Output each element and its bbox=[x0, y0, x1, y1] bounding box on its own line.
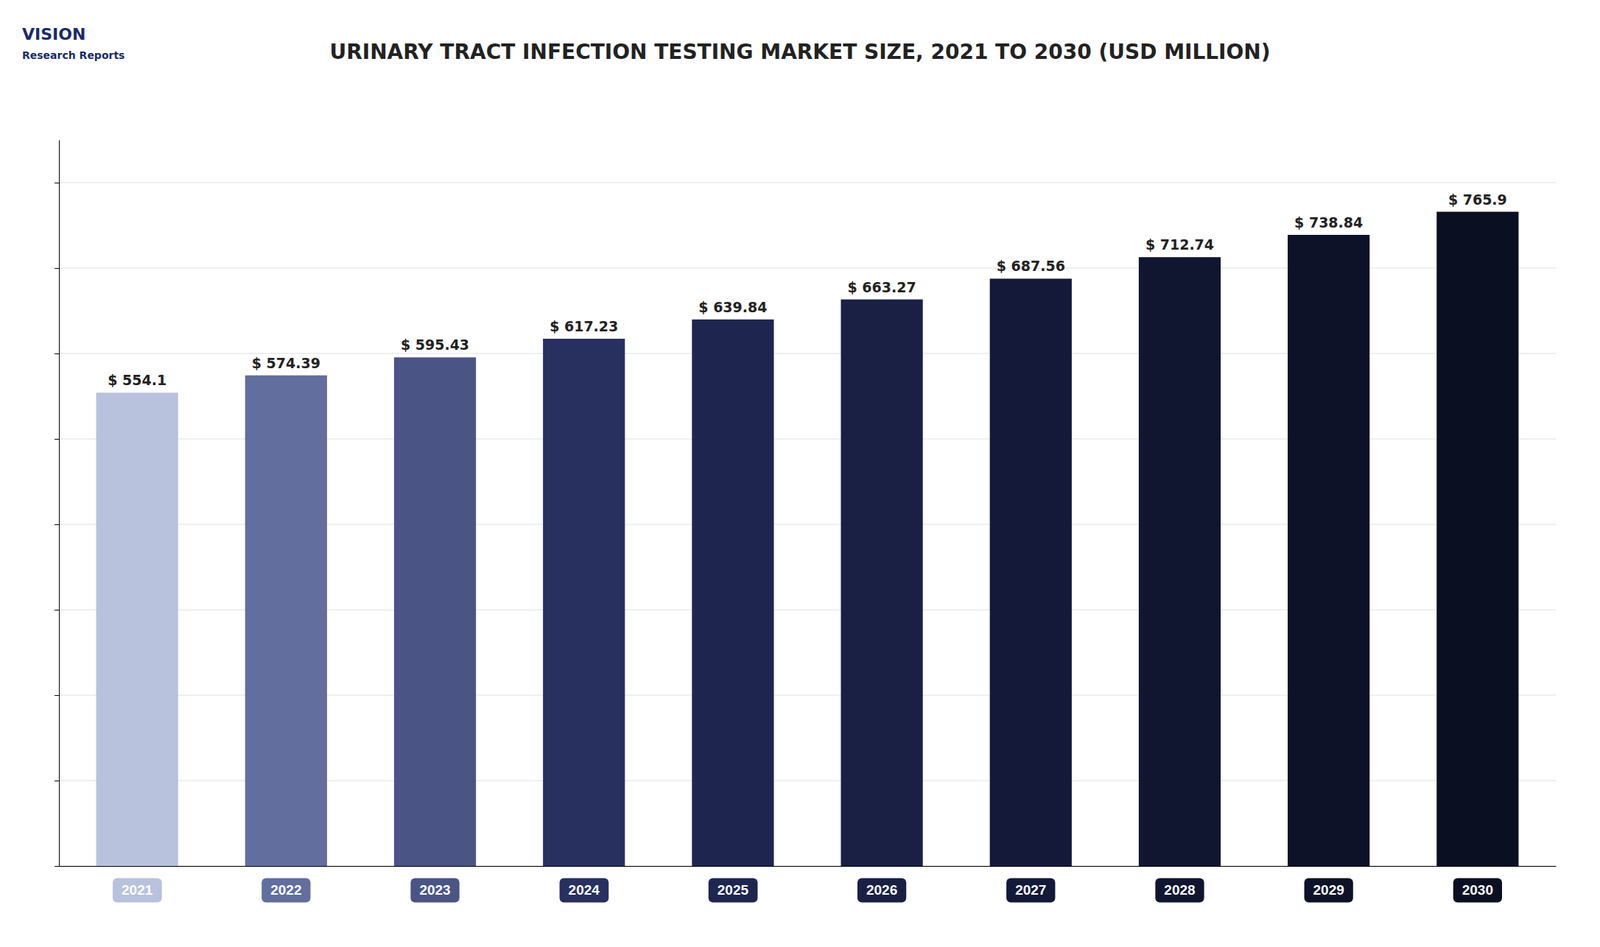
x-tick-label-box bbox=[857, 878, 907, 903]
bar bbox=[691, 319, 774, 867]
x-tick: 2023 bbox=[410, 878, 459, 903]
bar bbox=[840, 299, 923, 867]
y-tick bbox=[54, 695, 59, 697]
y-tick-mark bbox=[54, 695, 59, 697]
bar bbox=[990, 278, 1072, 867]
x-tick-label-box bbox=[1155, 878, 1204, 903]
x-tick: 2029 bbox=[1304, 878, 1354, 903]
plot: $ 554.1 $ 574.39 $ 595.43 $ 617.23 $ 639.84 $… bbox=[54, 140, 1557, 904]
bar bbox=[1138, 257, 1221, 867]
data-label: $ 554.1 bbox=[107, 372, 167, 389]
grid bbox=[58, 182, 1556, 867]
x-tick-label-box bbox=[1453, 878, 1503, 903]
x-tick-label: 2026 bbox=[866, 882, 898, 898]
x-tick: 2024 bbox=[559, 878, 610, 903]
x-tick: 2021 bbox=[112, 878, 163, 903]
x-tick-label: 2030 bbox=[1462, 882, 1494, 898]
chart-title: URINARY TRACT INFECTION TESTING MARKET S… bbox=[329, 39, 1270, 65]
bar bbox=[542, 338, 625, 867]
data-label: $ 595.43 bbox=[400, 336, 470, 353]
x-tick-label-box bbox=[1006, 878, 1055, 903]
x-tick-label-box bbox=[261, 878, 311, 903]
y-tick bbox=[54, 609, 59, 611]
data-label: $ 574.39 bbox=[251, 355, 321, 372]
bar bbox=[96, 392, 179, 867]
x-tick-label-box bbox=[708, 878, 759, 903]
bars bbox=[96, 212, 1519, 867]
data-label: $ 639.84 bbox=[698, 299, 767, 316]
x-tick: 2027 bbox=[1006, 878, 1055, 903]
x-tick: 2025 bbox=[708, 878, 759, 903]
y-tick bbox=[54, 780, 59, 782]
x-tick: 2030 bbox=[1453, 878, 1503, 903]
x-axis-line bbox=[59, 866, 1557, 868]
x-tick-label-box bbox=[1304, 878, 1354, 903]
y-tick-mark bbox=[54, 524, 59, 526]
x-tick-label: 2027 bbox=[1015, 882, 1047, 898]
data-label: $ 765.9 bbox=[1448, 191, 1508, 208]
x-tick: 2022 bbox=[261, 878, 311, 903]
x-tick-label-box bbox=[112, 878, 163, 903]
annotation: Research Reports bbox=[22, 49, 125, 62]
y-tick bbox=[54, 866, 59, 868]
data-label: $ 738.84 bbox=[1294, 214, 1363, 231]
x-tick-label: 2023 bbox=[419, 882, 451, 898]
chart-root: URINARY TRACT INFECTION TESTING MARKET S… bbox=[0, 0, 1600, 947]
x-tick-label: 2029 bbox=[1313, 882, 1345, 898]
bar bbox=[394, 357, 476, 867]
bar bbox=[245, 375, 328, 867]
y-tick bbox=[54, 353, 59, 355]
y-tick-mark bbox=[54, 353, 59, 355]
y-tick-mark bbox=[54, 609, 59, 611]
x-tick: 2026 bbox=[857, 878, 907, 903]
x-tick-label: 2021 bbox=[121, 882, 154, 898]
x-tick-label-box bbox=[559, 878, 610, 903]
grid-line bbox=[58, 182, 1556, 184]
annotation: VISION bbox=[22, 25, 86, 44]
annotations: VISION Research Reports bbox=[22, 25, 125, 62]
x-tick-label-box bbox=[410, 878, 459, 903]
y-tick bbox=[54, 182, 59, 184]
x-tick-label: 2022 bbox=[270, 882, 302, 898]
y-tick bbox=[54, 524, 59, 526]
y-tick-mark bbox=[54, 182, 59, 184]
x-tick-label: 2028 bbox=[1163, 882, 1195, 898]
bar bbox=[1287, 234, 1370, 867]
y-axis bbox=[54, 140, 60, 868]
y-tick bbox=[54, 268, 59, 269]
data-label: $ 687.56 bbox=[996, 257, 1066, 275]
y-tick bbox=[54, 439, 59, 440]
y-axis-line bbox=[58, 140, 60, 868]
data-label: $ 617.23 bbox=[549, 318, 619, 335]
data-labels: $ 554.1 $ 574.39 $ 595.43 $ 617.23 $ 639.84 $… bbox=[107, 191, 1508, 389]
y-tick-mark bbox=[54, 866, 59, 868]
data-label: $ 663.27 bbox=[847, 279, 917, 296]
x-tick-label: 2024 bbox=[568, 882, 601, 898]
y-tick-mark bbox=[54, 780, 59, 782]
x-axis: 2021 2022 2023 2024 2025 2026 2027 2028 2029 2030 bbox=[59, 867, 1557, 904]
y-tick-mark bbox=[54, 439, 59, 440]
y-tick-mark bbox=[54, 268, 59, 269]
x-tick-label: 2025 bbox=[717, 882, 750, 898]
data-label: $ 712.74 bbox=[1145, 236, 1214, 253]
bar bbox=[1436, 212, 1519, 867]
x-tick: 2028 bbox=[1155, 878, 1204, 903]
